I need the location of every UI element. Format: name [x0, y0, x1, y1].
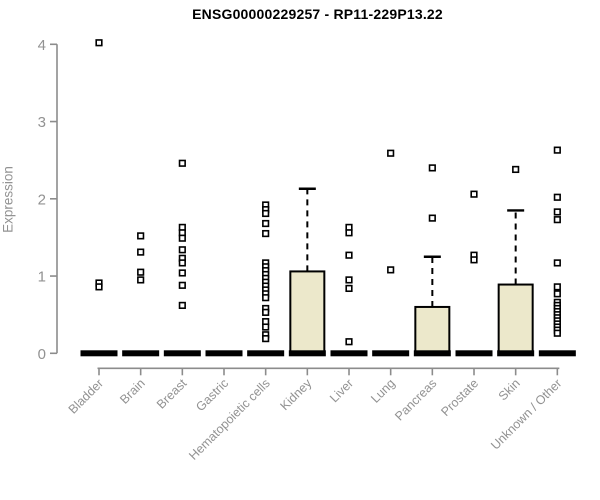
outlier-point	[178, 259, 186, 267]
outlier-point	[137, 232, 145, 240]
box-rect	[414, 305, 451, 355]
box-rect	[289, 270, 326, 355]
x-tick-label: Liver	[327, 376, 356, 405]
outlier-point	[262, 219, 270, 228]
outlier-point	[387, 266, 395, 274]
outlier-point	[262, 209, 270, 218]
outlier-point	[512, 165, 520, 174]
x-tick-label: Pancreas	[392, 376, 439, 423]
median-bar	[205, 350, 243, 357]
x-tick-label: Gastric	[193, 376, 231, 414]
outlier-point	[262, 323, 270, 331]
x-tick-label: Lung	[368, 376, 398, 406]
box-rect	[497, 283, 534, 355]
median-bar	[247, 350, 285, 357]
outlier-point	[553, 290, 561, 298]
outlier-point	[178, 301, 186, 310]
outlier-point	[428, 164, 436, 172]
outlier-point	[553, 146, 561, 154]
y-tick-label: 1	[38, 269, 46, 286]
x-tick-label: Prostate	[438, 376, 481, 419]
outlier-point	[553, 216, 561, 224]
outlier-point	[178, 159, 186, 167]
median-bar	[372, 350, 410, 357]
median-bar	[413, 350, 451, 357]
outlier-point	[178, 246, 186, 254]
outlier-point	[262, 308, 270, 316]
x-tick-label: Bladder	[66, 376, 106, 416]
outlier-point	[95, 39, 103, 47]
outlier-point	[553, 329, 561, 337]
median-bar	[330, 350, 368, 357]
x-tick-label: Brain	[117, 376, 148, 407]
outlier-point	[345, 276, 353, 284]
y-tick-label: 0	[38, 346, 46, 363]
outlier-point	[553, 259, 561, 267]
outlier-point	[345, 338, 353, 346]
median-bar	[497, 350, 535, 357]
outlier-point	[178, 281, 186, 289]
outlier-point	[178, 234, 186, 242]
outlier-point	[95, 283, 103, 291]
outlier-point	[553, 283, 561, 291]
x-tick-label: Kidney	[278, 376, 315, 413]
outlier-point	[262, 294, 270, 302]
x-tick-label: Unknown / Other	[488, 376, 564, 452]
y-tick-label: 4	[38, 37, 46, 54]
outlier-point	[178, 269, 186, 277]
outlier-point	[428, 214, 436, 222]
outlier-point	[553, 208, 561, 216]
chart-title: ENSG00000229257 - RP11-229P13.22	[192, 6, 443, 22]
outlier-point	[137, 268, 145, 276]
median-bar	[455, 350, 493, 357]
median-bar	[288, 350, 326, 357]
outlier-point	[470, 190, 478, 198]
y-tick-label: 3	[38, 114, 46, 131]
x-tick-label: Skin	[496, 376, 523, 403]
median-bar	[163, 350, 201, 357]
outlier-point	[345, 229, 353, 237]
y-axis-title: Expression	[0, 166, 16, 233]
median-bar	[538, 350, 576, 357]
median-bar	[122, 350, 160, 357]
x-tick-label: Hematopoietic cells	[186, 376, 273, 463]
outlier-point	[553, 193, 561, 201]
x-tick-label: Breast	[154, 376, 190, 412]
median-bar	[80, 350, 118, 357]
outlier-point	[470, 256, 478, 264]
outlier-point	[345, 284, 353, 293]
outlier-point	[262, 335, 270, 343]
outlier-point	[137, 248, 145, 256]
outlier-point	[387, 149, 395, 157]
outlier-point	[262, 229, 270, 238]
outlier-point	[345, 251, 353, 259]
outlier-point	[137, 276, 145, 284]
y-tick-label: 2	[38, 191, 46, 208]
